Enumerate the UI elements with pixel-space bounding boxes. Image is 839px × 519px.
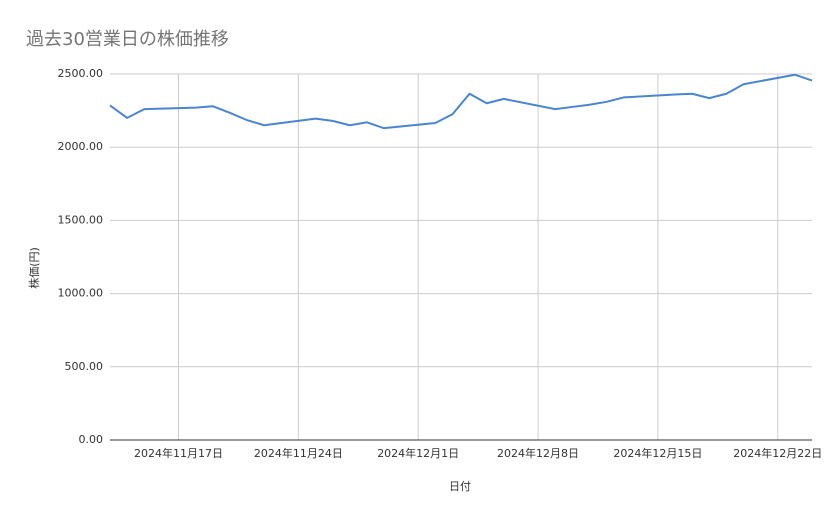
x-tick-label: 2024年12月22日 [733, 446, 822, 460]
y-tick-label: 2500.00 [58, 67, 104, 80]
y-tick-label: 2000.00 [58, 140, 104, 153]
x-tick-label: 2024年12月8日 [497, 446, 579, 460]
x-tick-label: 2024年12月15日 [613, 446, 702, 460]
y-tick-label: 1000.00 [58, 287, 104, 300]
y-axis-label: 株価(円) [27, 247, 41, 289]
data-line [109, 73, 813, 130]
x-axis-label: 日付 [449, 480, 471, 493]
y-tick-label: 500.00 [65, 360, 104, 373]
chart-title: 過去30営業日の株価推移 [26, 29, 229, 50]
x-tick-label: 2024年11月24日 [254, 446, 343, 460]
x-tick-label: 2024年11月17日 [134, 446, 223, 460]
x-tick-label: 2024年12月1日 [377, 446, 459, 460]
y-tick-label: 0.00 [79, 433, 104, 446]
y-tick-label: 1500.00 [58, 213, 104, 226]
